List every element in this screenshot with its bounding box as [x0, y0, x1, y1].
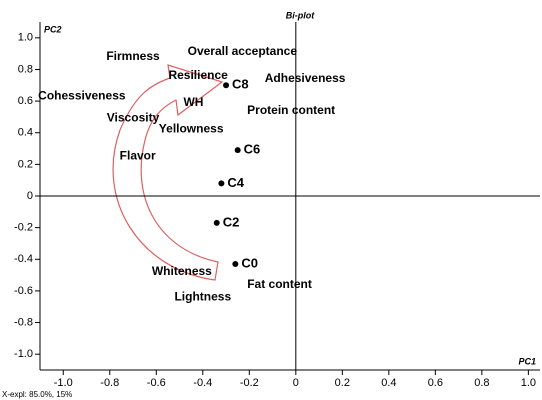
- y-tick-label: -1.0: [14, 348, 33, 360]
- x-tick-label: 0.8: [474, 377, 489, 389]
- note: X-expl: 85.0%, 15%: [2, 390, 72, 399]
- x-tick-label: 1.0: [521, 377, 536, 389]
- x-tick-label: -0.8: [100, 377, 119, 389]
- variable-label: Firmness: [106, 49, 160, 63]
- variable-label: Flavor: [120, 149, 156, 163]
- x-tick-label: -0.2: [240, 377, 259, 389]
- point: [223, 82, 230, 89]
- variable-label: Lightness: [174, 289, 231, 303]
- point: [232, 261, 239, 268]
- y-tick-label: 0.2: [18, 158, 33, 170]
- variable-label: Protein content: [247, 103, 335, 117]
- x-tick-label: 0: [293, 377, 299, 389]
- point-label: C6: [244, 142, 261, 157]
- variable-label: Fat content: [247, 277, 312, 291]
- variable-label: Yellowness: [159, 122, 224, 136]
- point-label: C4: [227, 175, 244, 190]
- x-tick-label: 0.2: [335, 377, 350, 389]
- y-tick-label: -0.2: [14, 222, 33, 234]
- variable-label: Viscosity: [107, 111, 160, 125]
- x-tick-label: 0.4: [381, 377, 396, 389]
- chart-title: Bi-plot: [286, 10, 315, 20]
- y-tick-label: 1.0: [18, 32, 33, 44]
- y-tick-label: 0.6: [18, 95, 33, 107]
- point-label: C2: [223, 214, 240, 229]
- y-axis-label: PC2: [44, 24, 62, 34]
- variable-label: Cohessiveness: [38, 89, 126, 103]
- variable-label: Resilience: [168, 68, 228, 82]
- arrow: [112, 64, 224, 281]
- y-tick-label: 0.4: [18, 127, 33, 139]
- x-tick-label: -0.6: [147, 377, 166, 389]
- y-tick-label: -0.8: [14, 316, 33, 328]
- point: [213, 219, 220, 226]
- x-tick-label: -1.0: [54, 377, 73, 389]
- y-tick-label: 0.8: [18, 63, 33, 75]
- variable-label: Whiteness: [152, 264, 212, 278]
- variable-label: Adhesiveness: [265, 71, 346, 85]
- point-label: C8: [232, 77, 249, 92]
- point-label: C0: [241, 255, 258, 270]
- point: [218, 180, 225, 187]
- y-tick-label: -0.4: [14, 253, 33, 265]
- x-axis-label: PC1: [518, 356, 536, 366]
- point: [234, 147, 241, 154]
- variable-label: WH: [183, 95, 203, 109]
- y-tick-label: -0.6: [14, 285, 33, 297]
- y-tick-label: 0: [27, 190, 33, 202]
- x-tick-label: -0.4: [193, 377, 212, 389]
- variable-label: Overall acceptance: [188, 44, 298, 58]
- x-tick-label: 0.6: [428, 377, 443, 389]
